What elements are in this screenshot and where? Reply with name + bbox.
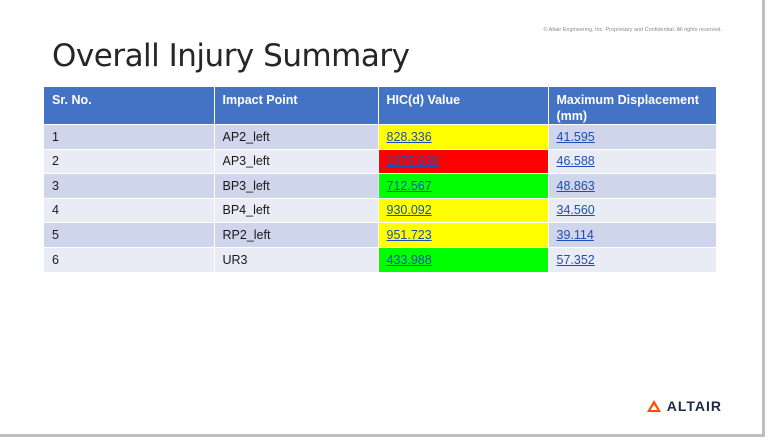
hic-value-link[interactable]: 1075.638 bbox=[386, 154, 439, 169]
displacement-link[interactable]: 57.352 bbox=[556, 252, 595, 267]
cell-impact-point: RP2_left bbox=[214, 222, 379, 247]
table-row: 4 BP4_left 930.092 34.560 bbox=[44, 197, 716, 223]
cell-max-displacement: 34.560 bbox=[548, 197, 716, 223]
hic-value-link[interactable]: 951.723 bbox=[386, 227, 432, 242]
table-row: 1 AP2_left 828.336 41.595 bbox=[44, 124, 716, 149]
displacement-link[interactable]: 46.588 bbox=[556, 154, 595, 169]
cell-impact-point: AP2_left bbox=[214, 124, 379, 149]
altair-triangle-icon bbox=[646, 400, 661, 412]
hic-value-link[interactable]: 930.092 bbox=[386, 203, 432, 218]
hic-value-link[interactable]: 433.988 bbox=[386, 252, 432, 267]
table-row: 2 AP3_left 1075.638 46.588 bbox=[44, 148, 716, 174]
displacement-link[interactable]: 41.595 bbox=[556, 129, 595, 144]
cell-sr-no: 6 bbox=[44, 246, 215, 272]
altair-logo-text: ALTAIR bbox=[666, 398, 722, 414]
cell-hic-value: 828.336 bbox=[378, 124, 549, 149]
cell-impact-point: BP3_left bbox=[214, 173, 379, 198]
cell-sr-no: 4 bbox=[44, 197, 215, 223]
altair-logo: ALTAIR bbox=[646, 398, 722, 414]
cell-max-displacement: 41.595 bbox=[548, 124, 716, 149]
cell-sr-no: 5 bbox=[44, 222, 215, 247]
displacement-link[interactable]: 34.560 bbox=[556, 203, 595, 218]
table-row: 5 RP2_left 951.723 39.114 bbox=[44, 222, 716, 247]
cell-hic-value: 433.988 bbox=[378, 246, 549, 272]
table-row: 3 BP3_left 712.567 48.863 bbox=[44, 173, 716, 198]
hic-value-link[interactable]: 712.567 bbox=[386, 178, 432, 193]
cell-max-displacement: 57.352 bbox=[548, 246, 716, 272]
cell-impact-point: BP4_left bbox=[214, 197, 379, 223]
displacement-link[interactable]: 48.863 bbox=[556, 178, 595, 193]
slide-title: Overall Injury Summary bbox=[52, 38, 410, 74]
cell-sr-no: 1 bbox=[44, 124, 215, 149]
copyright-notice: © Altair Engineering, Inc. Proprietary a… bbox=[543, 27, 722, 33]
cell-sr-no: 3 bbox=[44, 173, 215, 198]
cell-max-displacement: 46.588 bbox=[548, 148, 716, 174]
header-hic-value: HIC(d) Value bbox=[378, 87, 549, 125]
header-sr-no: Sr. No. bbox=[44, 87, 215, 125]
hic-value-link[interactable]: 828.336 bbox=[386, 129, 432, 144]
cell-max-displacement: 48.863 bbox=[548, 173, 716, 198]
header-max-displacement: Maximum Displacement (mm) bbox=[548, 87, 716, 125]
cell-max-displacement: 39.114 bbox=[548, 222, 716, 247]
cell-hic-value: 951.723 bbox=[378, 222, 549, 247]
table-header-row: Sr. No. Impact Point HIC(d) Value Maximu… bbox=[44, 87, 716, 125]
injury-summary-table: Sr. No. Impact Point HIC(d) Value Maximu… bbox=[44, 87, 716, 272]
table-row: 6 UR3 433.988 57.352 bbox=[44, 246, 716, 272]
cell-hic-value: 712.567 bbox=[378, 173, 549, 198]
displacement-link[interactable]: 39.114 bbox=[556, 227, 594, 242]
cell-impact-point: AP3_left bbox=[214, 148, 379, 174]
cell-hic-value: 1075.638 bbox=[378, 148, 549, 174]
cell-impact-point: UR3 bbox=[214, 246, 379, 272]
cell-hic-value: 930.092 bbox=[378, 197, 549, 223]
header-impact-point: Impact Point bbox=[214, 87, 379, 125]
cell-sr-no: 2 bbox=[44, 148, 215, 174]
